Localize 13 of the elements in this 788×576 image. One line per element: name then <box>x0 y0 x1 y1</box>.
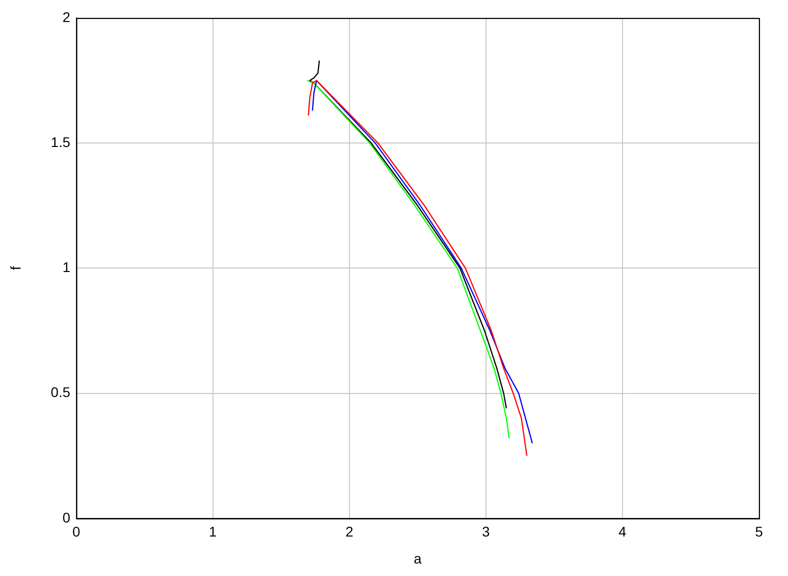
x-tick-label: 4 <box>618 524 627 540</box>
y-tick-label: 1 <box>62 259 70 276</box>
y-tick-label: 2 <box>62 8 70 25</box>
x-tick-label: 5 <box>755 524 764 540</box>
x-tick-label: 3 <box>482 524 490 540</box>
y-tick-label: 0.5 <box>50 384 70 400</box>
y-tick-label: 1.5 <box>50 134 70 150</box>
y-axis-title: f <box>7 266 24 270</box>
x-tick-label: 1 <box>208 524 217 540</box>
y-tick-label: 0 <box>62 509 70 526</box>
x-tick-label: 0 <box>72 524 80 540</box>
x-axis-title: a <box>414 550 422 566</box>
x-tick-label: 2 <box>345 524 354 540</box>
